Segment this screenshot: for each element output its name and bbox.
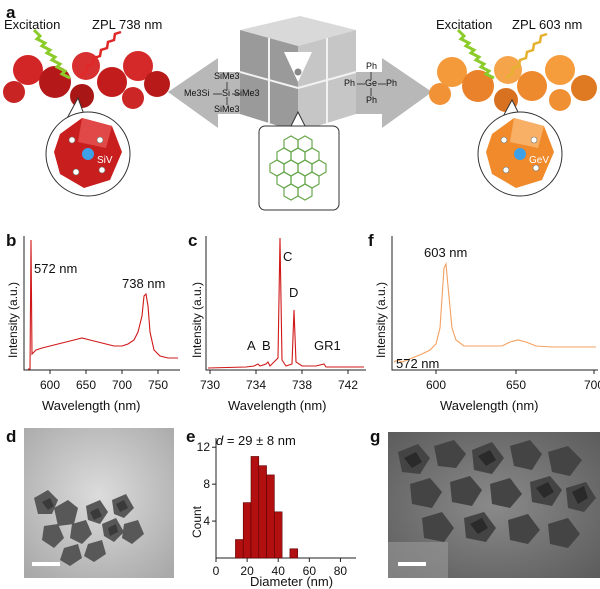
green-excitation-spring	[32, 28, 71, 80]
gold-emission-spring	[505, 32, 548, 80]
panel-f-letter: f	[368, 231, 374, 250]
si-right-group: SiMe3	[234, 88, 260, 98]
orange-nanodiamonds	[429, 55, 597, 112]
siv-spectrum-line	[28, 239, 178, 370]
left-excitation-label: Excitation	[4, 17, 61, 32]
panel-a-letter: a	[6, 3, 16, 22]
f-y-axis-label: Intensity (a.u.)	[374, 281, 388, 358]
x-tick-label: 60	[303, 564, 317, 578]
spectrum-b	[23, 236, 180, 374]
cube-cluster	[239, 16, 357, 132]
f-peak-572-label: 572 nm	[396, 356, 440, 371]
panel-d-letter: d	[6, 427, 17, 446]
y-tick-label: 8	[203, 477, 210, 491]
c-tick-734: 734	[246, 378, 267, 392]
c-peak-a: A	[247, 338, 256, 353]
f-tick-650: 650	[506, 378, 527, 392]
right-arrow	[344, 58, 432, 128]
c-peak-gr1: GR1	[314, 338, 341, 353]
b-tick-650: 650	[76, 378, 97, 392]
c-tick-730: 730	[200, 378, 221, 392]
x-tick-label: 20	[240, 564, 254, 578]
f-x-axis-label: Wavelength (nm)	[440, 398, 539, 413]
c-tick-738: 738	[292, 378, 313, 392]
b-x-axis-label: Wavelength (nm)	[42, 398, 141, 413]
panel-b-letter: b	[6, 231, 17, 250]
si-left-group: Me3Si	[184, 88, 210, 98]
right-zpl-label: ZPL 603 nm	[512, 17, 583, 32]
histogram-bar	[258, 465, 267, 559]
b-tick-700: 700	[112, 378, 133, 392]
tem-image-g	[388, 432, 600, 578]
si-center-atom: Si	[222, 88, 231, 98]
b-peak-572-label: 572 nm	[34, 261, 78, 276]
histogram-bar	[242, 502, 252, 559]
histogram-bar	[274, 511, 283, 559]
siv-fine-structure-line	[207, 237, 364, 369]
b-y-axis-label: Intensity (a.u.)	[6, 281, 20, 358]
diameter-histogram: 0 20 40 60 80 4 8 12	[197, 438, 356, 578]
si-bottom-group: SiMe3	[214, 104, 240, 114]
ge-right-group: Ph	[386, 78, 398, 88]
molecule-structure	[269, 135, 327, 201]
left-arrow	[168, 58, 256, 128]
c-peak-d: D	[289, 285, 299, 300]
panel-c-letter: c	[188, 231, 198, 250]
ge-bottom-group: Ph	[366, 95, 378, 105]
c-y-axis-label: Intensity (a.u.)	[190, 281, 204, 358]
b-tick-750: 750	[148, 378, 169, 392]
right-excitation-label: Excitation	[436, 17, 493, 32]
panel-g-letter: g	[370, 427, 381, 446]
f-peak-603-label: 603 nm	[424, 245, 468, 260]
e-annotation-var: d	[216, 433, 224, 448]
y-tick-label: 12	[197, 440, 211, 454]
ge-center-atom: Ge	[365, 78, 378, 88]
panel-e-letter: e	[186, 427, 196, 446]
x-tick-label: 0	[213, 564, 220, 578]
panel-a-illustration	[3, 16, 597, 211]
gev-label: GeV	[529, 155, 550, 166]
spectrum-c	[205, 236, 366, 374]
tem-image-d	[24, 428, 174, 578]
ge-top-group: Ph	[366, 61, 378, 71]
y-tick-label: 4	[203, 514, 210, 528]
histogram-bar	[266, 474, 275, 559]
histogram-bar	[289, 548, 298, 559]
f-tick-700: 700	[584, 378, 600, 392]
spectrum-f	[391, 236, 598, 374]
histogram-bar	[250, 456, 260, 559]
b-peak-738-label: 738 nm	[122, 276, 166, 291]
ge-left-group: Ph	[344, 78, 356, 88]
e-y-axis-label: Count	[190, 505, 204, 538]
c-x-axis-label: Wavelength (nm)	[228, 398, 327, 413]
x-tick-label: 40	[272, 564, 286, 578]
c-peak-c: C	[283, 249, 293, 264]
molecule-box	[258, 125, 340, 211]
right-green-excitation-spring	[456, 28, 495, 80]
siv-label: SiV	[97, 155, 113, 166]
red-emission-spring	[79, 30, 122, 78]
left-zpl-label: ZPL 738 nm	[92, 17, 163, 32]
red-nanodiamonds	[3, 51, 170, 109]
f-tick-600: 600	[426, 378, 447, 392]
x-tick-label: 80	[334, 564, 348, 578]
histogram-bar	[235, 539, 244, 559]
e-annotation: d = 29 ± 8 nm	[216, 434, 296, 447]
c-tick-742: 742	[338, 378, 359, 392]
si-top-group: SiMe3	[214, 71, 240, 81]
e-annotation-text: = 29 ± 8 nm	[223, 433, 296, 448]
e-x-axis-label: Diameter (nm)	[250, 574, 334, 589]
b-tick-600: 600	[40, 378, 61, 392]
c-peak-b: B	[262, 338, 271, 353]
gev-spectrum-line	[393, 262, 596, 363]
